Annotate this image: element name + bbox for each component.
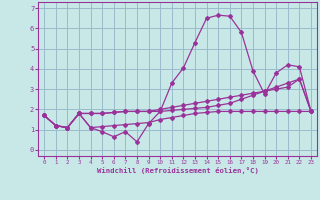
X-axis label: Windchill (Refroidissement éolien,°C): Windchill (Refroidissement éolien,°C) [97,167,259,174]
